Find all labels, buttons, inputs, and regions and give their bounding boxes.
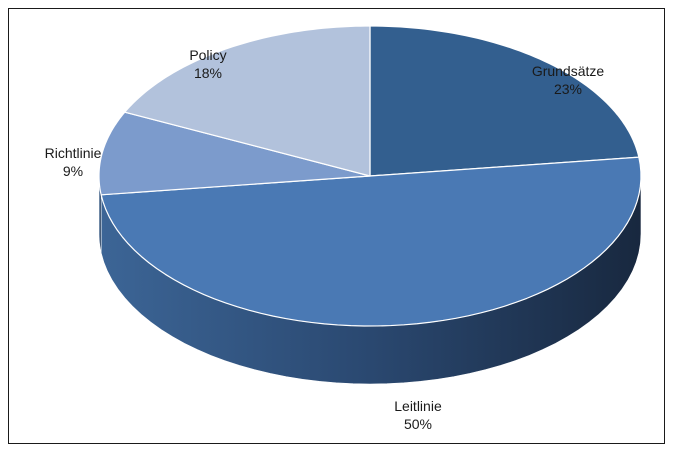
label-policy-name: Policy <box>189 47 226 63</box>
pie-slice-grundsaetze <box>369 25 640 177</box>
pie-slice-richtlinie <box>98 111 371 196</box>
label-grundsaetze-value: 23% <box>554 81 582 97</box>
label-policy-value: 18% <box>194 65 222 81</box>
pie-slice-policy <box>124 25 371 177</box>
label-leitlinie-value: 50% <box>404 416 432 432</box>
label-grundsaetze-name: Grundsätze <box>532 63 605 79</box>
label-richtlinie-name: Richtlinie <box>45 145 102 161</box>
pie-slice-leitlinie <box>100 156 642 327</box>
label-richtlinie-value: 9% <box>63 163 83 179</box>
label-leitlinie-name: Leitlinie <box>394 398 442 414</box>
